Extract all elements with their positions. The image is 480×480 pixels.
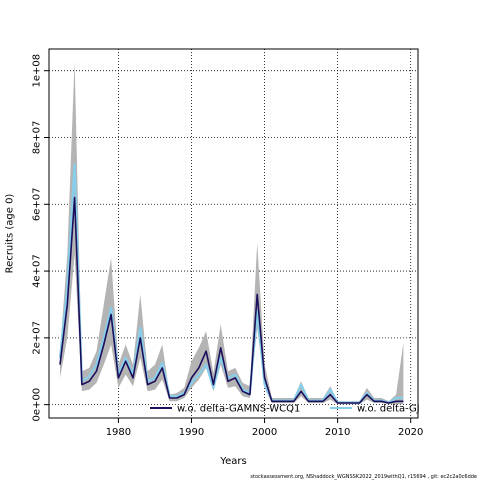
x-tick-label-3: 2010 — [325, 427, 350, 438]
y-axis-title: Recruits (age 0) — [5, 194, 16, 274]
series-lines — [58, 163, 404, 404]
x-axis: 1980 1990 2000 2010 2020 — [106, 418, 423, 438]
x-tick-label-2: 2000 — [252, 427, 277, 438]
y-tick-label-0: 0e+00 — [32, 388, 43, 422]
y-tick-label-4: 8e+07 — [32, 121, 43, 155]
legend: w.o. delta-GAMNS-WCQ1 w.o. delta-GJ — [150, 404, 420, 415]
legend-label-0: w.o. delta-GAMNS-WCQ1 — [177, 404, 300, 415]
series-line-0 — [59, 196, 404, 404]
confidence-band-area — [60, 60, 404, 405]
legend-label-1: w.o. delta-GJ — [357, 404, 420, 415]
y-axis: 0e+00 2e+07 4e+07 6e+07 8e+07 1e+08 — [32, 54, 49, 422]
y-tick-label-5: 1e+08 — [32, 54, 43, 88]
y-tick-label-3: 6e+07 — [32, 187, 43, 221]
x-axis-title: Years — [219, 456, 246, 467]
x-tick-label-1: 1990 — [179, 427, 204, 438]
footer-credit: stockassessment.org, NShaddock_WGNSSK202… — [250, 474, 477, 480]
confidence-band — [60, 60, 404, 405]
y-tick-label-2: 4e+07 — [32, 254, 43, 288]
x-tick-label-0: 1980 — [106, 427, 131, 438]
x-tick-label-4: 2020 — [398, 427, 423, 438]
y-tick-label-1: 2e+07 — [32, 321, 43, 355]
plot-frame — [48, 48, 419, 419]
